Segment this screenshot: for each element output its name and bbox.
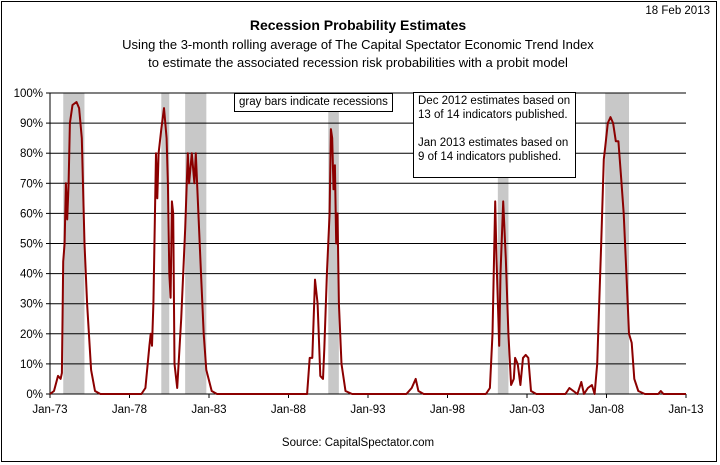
x-tick-label-8: Jan-13 <box>668 404 703 416</box>
y-tick-label-8: 80% <box>20 148 43 160</box>
x-tick-label-0: Jan-73 <box>32 404 67 416</box>
estimate-note-spacer <box>418 122 571 136</box>
y-tick-label-0: 0% <box>26 389 43 401</box>
chart-subtitle-line2: to estimate the associated recession ris… <box>148 55 568 70</box>
y-tick-label-2: 20% <box>20 329 43 341</box>
y-tick-label-10: 100% <box>14 88 43 100</box>
y-tick-label-4: 40% <box>20 269 43 281</box>
series-line-0 <box>49 101 686 395</box>
x-tick-label-4: Jan-93 <box>350 404 385 416</box>
y-axis-labels: 0% 10% 20% 30% 40% 50% 60% 70% 80% 90% 100% <box>14 88 43 401</box>
x-tick-label-6: Jan-03 <box>509 404 544 416</box>
estimate-note-box: Dec 2012 estimates based on 13 of 14 ind… <box>413 92 576 178</box>
gridlines <box>46 92 686 395</box>
y-tick-label-7: 70% <box>20 178 43 190</box>
x-tick-label-7: Jan-08 <box>589 404 624 416</box>
x-axis-labels: Jan-73 Jan-78 Jan-83 Jan-88 Jan-93 Jan-98 Jan-… <box>32 404 703 416</box>
estimate-note-line2: 13 of 14 indicators published. <box>418 109 568 121</box>
chart-subtitle-line1: Using the 3-month rolling average of The… <box>122 37 594 52</box>
recession-note-text: gray bars indicate recessions <box>239 96 388 108</box>
chart-title: Recession Probability Estimates <box>249 17 467 33</box>
x-tick-label-2: Jan-83 <box>191 404 226 416</box>
estimate-note-line1: Dec 2012 estimates based on <box>418 95 571 107</box>
y-tick-label-6: 60% <box>20 208 43 220</box>
estimate-note-line4: 9 of 14 indicators published. <box>418 151 562 163</box>
y-tick-label-1: 10% <box>20 359 43 371</box>
x-tick-label-1: Jan-78 <box>112 404 147 416</box>
x-tick-label-3: Jan-88 <box>271 404 306 416</box>
recession-note-box: gray bars indicate recessions <box>234 93 393 112</box>
series-layer <box>49 101 686 395</box>
y-tick-label-3: 30% <box>20 299 43 311</box>
date-stamp: 18 Feb 2013 <box>645 5 710 17</box>
axes <box>49 93 687 398</box>
y-tick-label-5: 50% <box>20 239 43 251</box>
y-tick-label-9: 90% <box>20 118 43 130</box>
source-note: Source: CapitalSpectator.com <box>281 437 435 449</box>
estimate-note-line3: Jan 2013 estimates based on <box>418 137 569 149</box>
x-tick-label-5: Jan-98 <box>430 404 465 416</box>
